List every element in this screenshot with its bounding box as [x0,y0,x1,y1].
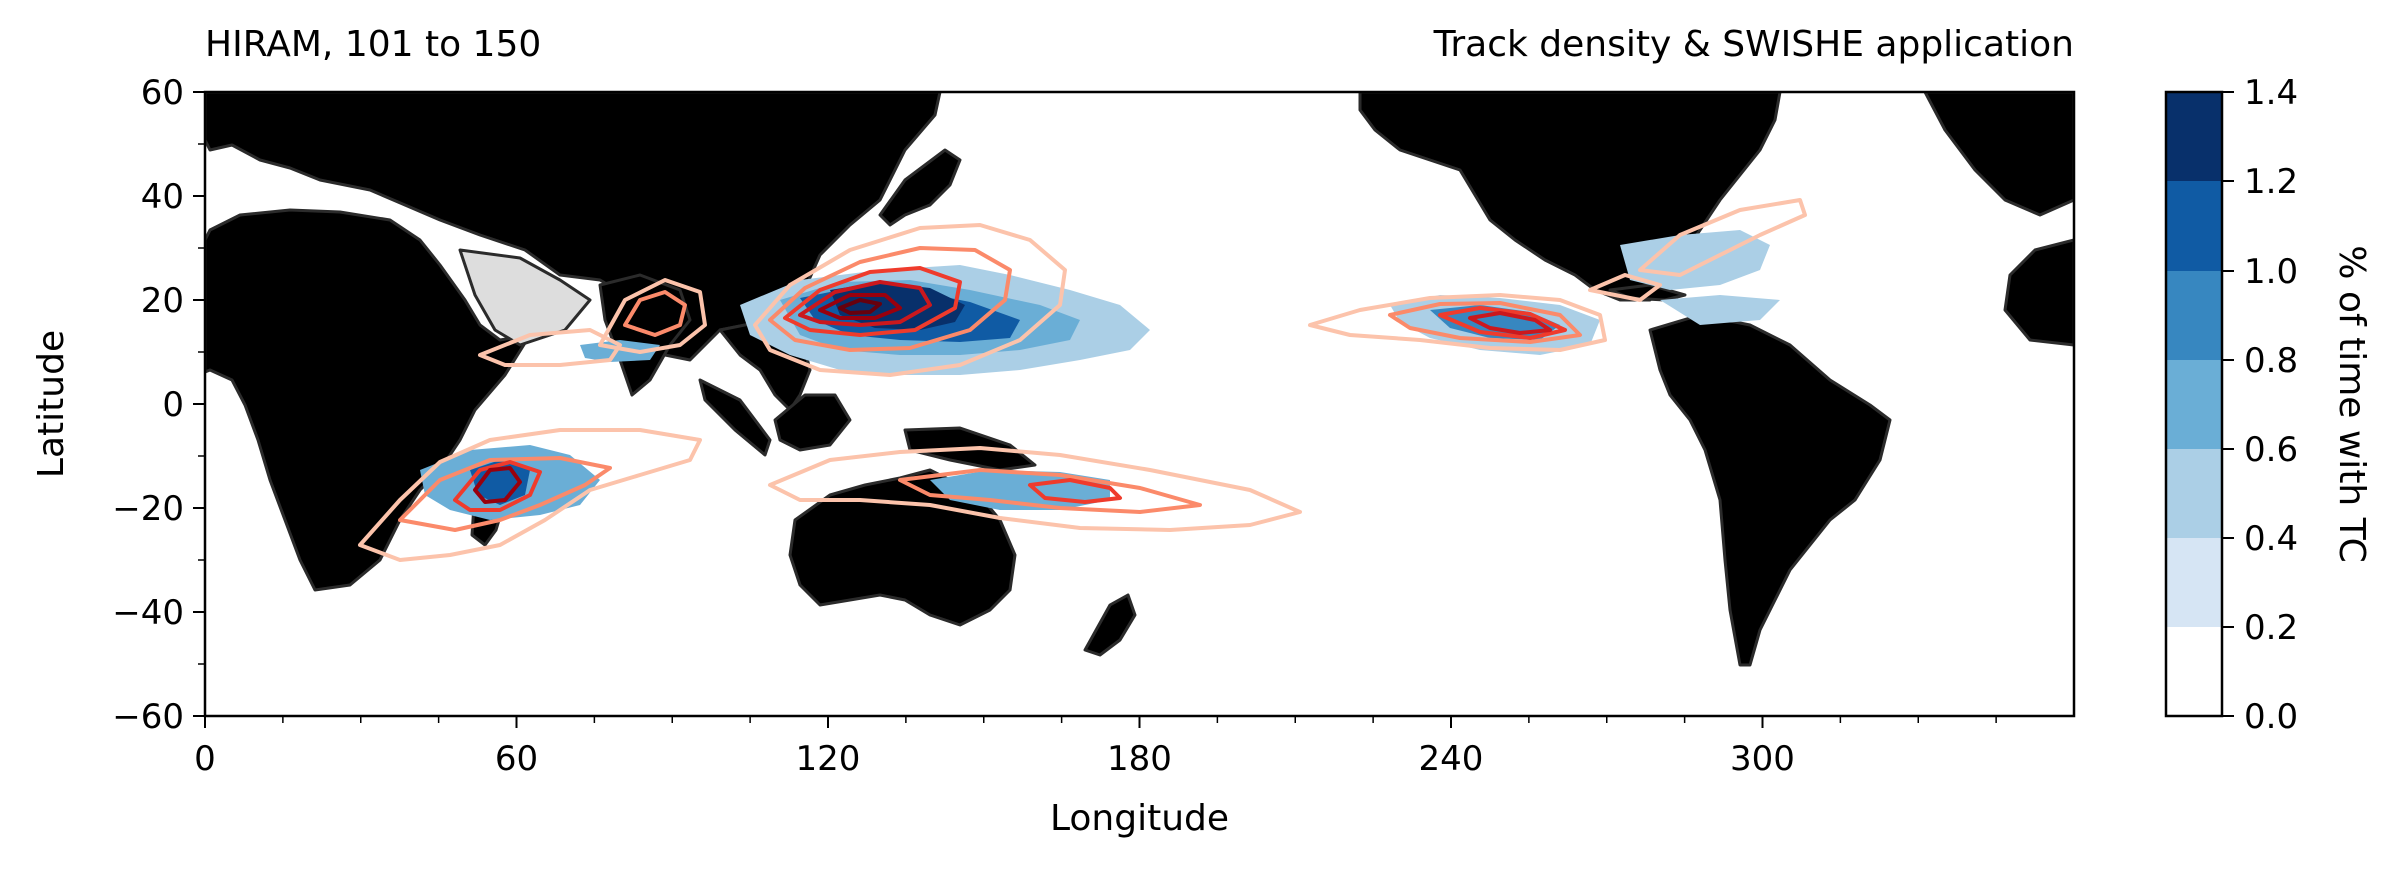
contour-wpac-4 [798,280,932,327]
x-tick-label: 120 [796,739,861,779]
y-axis: 60 40 20 0 −20 −40 −60 [112,73,205,737]
colorbar-frame [2164,90,2224,718]
landmass-greenland [1923,92,2074,217]
x-axis: 0 60 120 180 240 300 [194,716,1795,779]
colorbar-bin [2166,181,2222,271]
colorbar-tick-label: 0.0 [2244,697,2298,737]
density-sw-indian-core [470,460,530,505]
y-tick-label: −20 [112,489,184,529]
contour-atlantic-1 [1638,198,1807,277]
landmass-borneo [773,393,852,452]
y-minor-ticks [198,143,205,665]
contour-bay-bengal-2 [623,290,687,337]
y-tick-label: 0 [162,385,184,425]
landmass-west-africa-edge [2003,238,2074,347]
y-tick-label: 60 [141,73,184,113]
colorbar-tick-label: 0.4 [2244,519,2298,559]
x-tick-label: 300 [1730,739,1795,779]
colorbar-tick-label: 1.2 [2244,162,2298,202]
contour-s-pac-3 [1028,478,1122,504]
colorbar-tick-label: 0.6 [2244,430,2298,470]
landmass-new-zealand [1083,593,1137,657]
contour-sw-indian-2 [398,456,612,532]
contour-s-pac-2 [898,468,1202,514]
contour-wpac-5 [818,293,902,320]
contour-wpac-2 [768,246,1012,352]
contour-sw-indian-4 [473,466,522,504]
swishe-contours [358,198,1807,562]
contour-sw-indian-1 [358,428,702,562]
title-left: HIRAM, 101 to 150 [205,24,541,65]
colorbar-tick-label: 0.2 [2244,608,2298,648]
y-axis-label: Latitude [31,330,72,478]
y-tick-label: 20 [141,281,184,321]
landmass-africa [205,208,532,592]
contour-bay-bengal-1 [598,278,707,354]
x-tick-label: 60 [495,739,538,779]
map-area [205,92,2074,716]
landmass-sumatra [698,378,772,457]
contour-atlantic-2 [1588,273,1662,302]
density-atlantic [1620,230,1770,290]
colorbar-label: % of time with TC [2331,245,2372,562]
contour-arabian-1 [478,328,622,367]
colorbar-bin [2166,271,2222,360]
colorbar-tick-label: 1.4 [2244,73,2298,113]
contour-epac-1 [1308,293,1607,352]
colorbar-bin [2166,538,2222,627]
x-tick-label: 180 [1107,739,1172,779]
density-atlantic-2 [1660,295,1780,325]
colorbar-bin [2166,627,2222,716]
contour-wpac-6 [838,298,882,315]
contour-sw-indian-3 [453,460,542,512]
colorbar: 1.4 1.2 1.0 0.8 0.6 0.4 0.2 0.0 % of tim… [2164,73,2372,737]
title-right: Track density & SWISHE application [1433,24,2074,65]
colorbar-bin [2166,449,2222,538]
contour-s-pac-1 [768,446,1302,532]
x-minor-ticks [282,716,1997,723]
colorbar-bin [2166,360,2222,449]
colorbar-tick-label: 1.0 [2244,252,2298,292]
contour-wpac-3 [783,266,962,337]
colorbar-bin [2166,92,2222,181]
x-tick-label: 0 [194,739,216,779]
colorbar-tick-label: 0.8 [2244,341,2298,381]
contour-epac-3 [1438,306,1567,340]
contour-epac-2 [1388,301,1582,344]
y-tick-label: −40 [112,593,184,633]
contour-epac-4 [1468,311,1552,335]
y-tick-label: 40 [141,177,184,217]
contour-wpac-1 [753,223,1067,377]
x-axis-label: Longitude [1050,798,1229,839]
y-tick-label: −60 [112,697,184,737]
landmass-south-america [1648,313,1892,667]
landmass-japan [878,148,962,227]
landmass-arabia [458,248,592,347]
x-tick-label: 240 [1419,739,1484,779]
